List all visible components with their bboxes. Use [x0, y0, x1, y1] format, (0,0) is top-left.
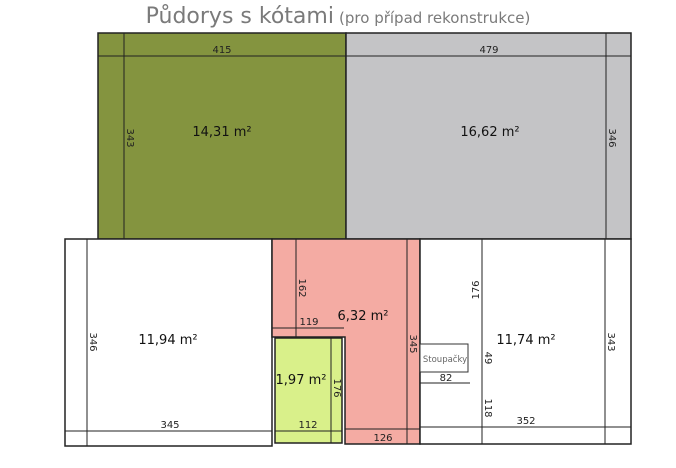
room-left-white — [64, 238, 273, 447]
area-left: 11,94 m² — [138, 333, 197, 348]
dim-left-width: 345 — [160, 420, 179, 431]
dim-hall-width-upper: 119 — [299, 317, 318, 328]
dim-wc-height: 176 — [331, 378, 342, 397]
dim-hall-top: 162 — [296, 278, 307, 297]
dim-hall-height: 345 — [407, 334, 418, 353]
dim-right-lower: 118 — [482, 398, 493, 417]
plan-title: Půdorys s kótami (pro případ rekonstrukc… — [0, 4, 676, 29]
dim-riser-height: 49 — [482, 352, 493, 365]
area-right: 11,74 m² — [496, 333, 555, 348]
risers-box — [419, 343, 469, 373]
title-subtitle: (pro případ rekonstrukce) — [339, 9, 531, 27]
risers-label: Stoupačky — [423, 354, 467, 365]
area-green: 14,31 m² — [192, 125, 251, 140]
room-green — [97, 32, 347, 240]
dimension-lines — [65, 33, 631, 446]
dim-left-height: 346 — [87, 332, 98, 351]
dim-gray-height: 346 — [606, 128, 617, 147]
area-hall: 6,32 m² — [338, 309, 389, 324]
dim-green-width: 415 — [212, 45, 231, 56]
area-wc: 1,97 m² — [276, 373, 327, 388]
dim-riser-width: 82 — [440, 373, 453, 384]
dim-hall-bottom: 126 — [373, 433, 392, 444]
title-main: Půdorys s kótami — [145, 4, 334, 29]
dim-gray-width: 479 — [479, 45, 498, 56]
area-gray: 16,62 m² — [460, 125, 519, 140]
dim-right-top: 176 — [471, 280, 482, 299]
room-right-white — [419, 238, 632, 445]
dim-right-height: 343 — [605, 332, 616, 351]
room-gray — [345, 32, 632, 240]
dim-green-height: 343 — [124, 128, 135, 147]
dim-right-width: 352 — [516, 416, 535, 427]
dim-wc-width: 112 — [298, 420, 317, 431]
